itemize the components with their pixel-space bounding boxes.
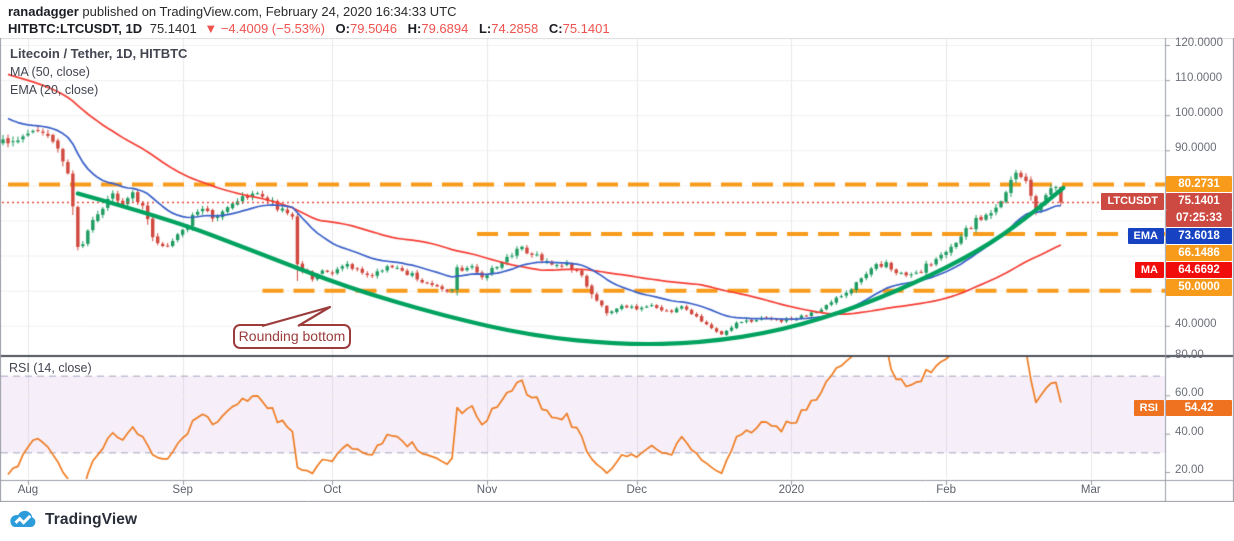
time-axis-label-feb: Feb bbox=[936, 484, 957, 496]
author-name: ranadagger bbox=[8, 4, 79, 19]
high-value: 79.6894 bbox=[421, 21, 469, 36]
open-label: O: bbox=[335, 21, 350, 36]
published-info: published on TradingView.com, February 2… bbox=[78, 4, 457, 19]
symbol-status-line: HITBTC:LTCUSDT, 1D 75.1401 ▼ −4.4009 (−5… bbox=[8, 20, 610, 37]
rsi-axis-tick: 40.00 bbox=[1175, 425, 1204, 438]
high-label: H: bbox=[407, 21, 422, 36]
rsi-legend: RSI (14, close) bbox=[9, 361, 92, 375]
direction-arrow: ▼ bbox=[204, 21, 218, 36]
low-label: L: bbox=[478, 21, 492, 36]
price-scale-label-last: 75.1401 bbox=[1166, 193, 1232, 210]
rsi-axis-tick: 20.00 bbox=[1175, 464, 1204, 476]
rounding-bottom-callout[interactable]: Rounding bottom bbox=[233, 324, 351, 349]
time-axis-label-dec: Dec bbox=[626, 484, 647, 496]
brand-name: TradingView bbox=[45, 510, 138, 528]
open-value: 79.5046 bbox=[350, 21, 397, 36]
price-chart-canvas[interactable] bbox=[0, 38, 1234, 502]
legend-ma: MA (50, close) bbox=[10, 65, 90, 79]
byline: ranadagger published on TradingView.com,… bbox=[8, 3, 610, 20]
tradingview-logo[interactable]: TradingView bbox=[8, 509, 137, 530]
price-scale-label-level: 50.0000 bbox=[1166, 279, 1232, 296]
time-axis-label-sep: Sep bbox=[172, 484, 193, 496]
price-axis-tick: 110.0000 bbox=[1175, 72, 1223, 85]
price-scale-label-countdown: 07:25:33 bbox=[1166, 210, 1232, 227]
rsi-axis-tick: 60.00 bbox=[1175, 387, 1204, 400]
cloud-logo-icon bbox=[10, 510, 36, 527]
chart-legend: Litecoin / Tether, 1D, HITBTC MA (50, cl… bbox=[10, 44, 187, 99]
time-axis-label-aug: Aug bbox=[17, 484, 39, 496]
price-axis-tick: 100.0000 bbox=[1175, 107, 1223, 120]
price-scale-label-ma: 64.6692 bbox=[1166, 262, 1232, 279]
price-axis-tick: 120.0000 bbox=[1175, 37, 1223, 49]
price-scale-tag-ltcusdt: LTCUSDT bbox=[1101, 193, 1164, 210]
close-label: C: bbox=[548, 21, 563, 36]
price-scale-label-ema: 73.6018 bbox=[1166, 227, 1232, 244]
symbol-interval: HITBTC:LTCUSDT, 1D bbox=[8, 21, 143, 36]
price-axis-tick: 90.0000 bbox=[1175, 142, 1217, 155]
rsi-tag: RSI bbox=[1133, 399, 1164, 416]
price-scale-label-level: 66.1486 bbox=[1166, 244, 1232, 262]
time-axis-label-mar: Mar bbox=[1080, 484, 1101, 496]
price-scale-tag-ma: MA bbox=[1134, 262, 1164, 279]
rsi-value-label: 54.42 bbox=[1166, 399, 1232, 416]
time-axis-label-2020: 2020 bbox=[778, 484, 805, 496]
header: ranadagger published on TradingView.com,… bbox=[8, 3, 610, 37]
low-value: 74.2858 bbox=[491, 21, 539, 36]
price-scale-label-level: 80.2731 bbox=[1166, 176, 1232, 193]
time-axis-label-nov: Nov bbox=[476, 484, 498, 496]
price-axis-tick: 40.0000 bbox=[1175, 317, 1217, 330]
price-change: −4.4009 (−5.53%) bbox=[220, 21, 325, 36]
callout-tail bbox=[261, 305, 332, 327]
time-axis-label-oct: Oct bbox=[323, 484, 342, 496]
legend-title: Litecoin / Tether, 1D, HITBTC bbox=[10, 46, 188, 61]
price-scale-tag-ema: EMA bbox=[1127, 227, 1164, 244]
close-value: 75.1401 bbox=[562, 21, 610, 36]
legend-ema: EMA (20, close) bbox=[10, 83, 99, 97]
last-price: 75.1401 bbox=[149, 21, 197, 36]
rsi-axis-tick: 80.00 bbox=[1175, 349, 1204, 361]
